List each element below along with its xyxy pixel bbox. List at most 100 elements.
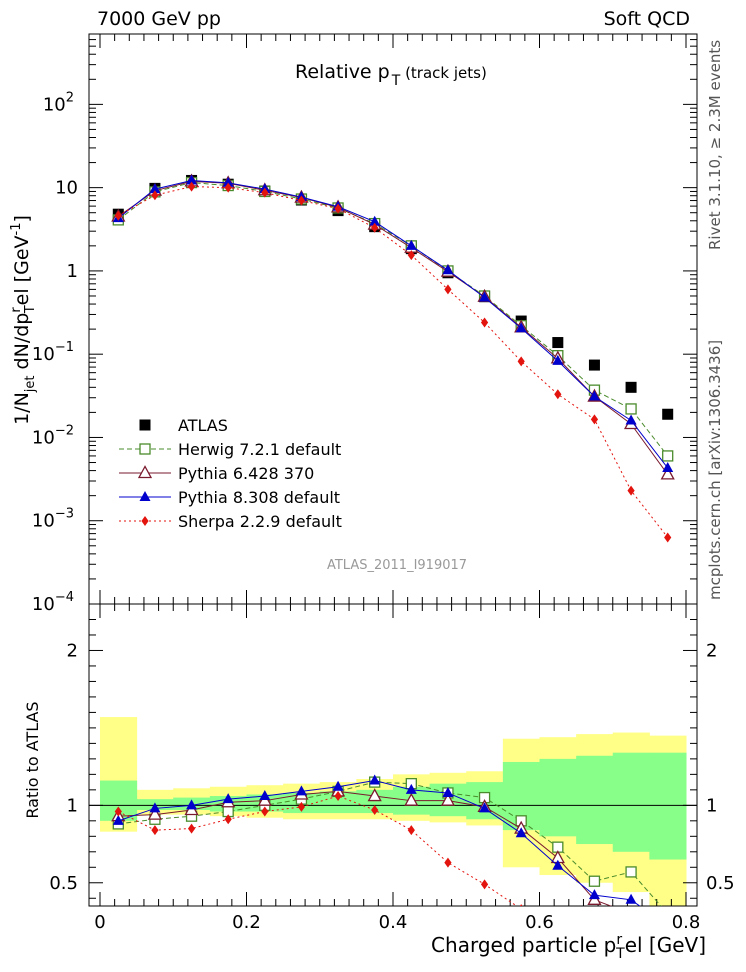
ratio-point — [591, 921, 598, 931]
ratio-y-tick-label-right: 0.5 — [706, 873, 735, 894]
data-point — [552, 337, 564, 349]
mcplots-label: mcplots.cern.ch [arXiv:1306.3436] — [706, 340, 724, 600]
data-point — [515, 322, 527, 333]
ratio-point — [186, 799, 198, 810]
ratio-point — [149, 802, 161, 813]
ratio-line — [118, 790, 613, 906]
main-y-tick-label: 10−2 — [32, 423, 74, 448]
ratio-point — [440, 792, 456, 806]
series-pythia-8-308-default — [112, 174, 674, 472]
ratio-y-tick-label: 2 — [67, 640, 78, 661]
main-y-tick-label: 10−4 — [32, 590, 74, 615]
data-point — [261, 187, 269, 198]
x-axis-title: Charged particle pr Tel [GeV] — [431, 932, 706, 962]
ratio-point — [444, 857, 452, 868]
ratio-line — [118, 795, 518, 906]
data-point — [371, 222, 379, 233]
legend-marker — [139, 491, 151, 501]
rivet-label: Rivet 3.1.10, ≥ 2.3M events — [706, 40, 724, 250]
main-y-tick-label: 10 — [55, 178, 78, 199]
data-point — [334, 203, 342, 214]
ratio-point — [332, 780, 344, 791]
ratio-y-tick-label: 0.5 — [49, 873, 78, 894]
ratio-point — [631, 905, 632, 906]
ratio-point — [405, 783, 417, 794]
x-tick-label: 0 — [94, 912, 105, 933]
main-y-tick-label: 102 — [43, 90, 74, 115]
data-point — [222, 176, 234, 187]
data-point — [517, 356, 525, 367]
ratio-point — [588, 889, 600, 900]
ratio-point — [187, 823, 196, 834]
series-line — [117, 179, 669, 469]
ratio-point — [151, 825, 159, 836]
data-point — [149, 183, 161, 194]
data-point — [480, 317, 489, 328]
ratio-point — [515, 827, 527, 838]
legend-label: ATLAS — [178, 416, 228, 435]
band_inner-bin — [539, 758, 577, 837]
series-atlas — [112, 174, 674, 420]
data-point — [627, 485, 635, 496]
legend-label: Sherpa 2.2.9 default — [178, 512, 342, 531]
ratio-panel: 0.5 0.5 1 1 2 2 0 0.2 0.4 0.6 0.8 — [49, 603, 735, 933]
legend-marker — [137, 465, 153, 479]
band_inner-bin — [319, 791, 357, 814]
ratio-point — [295, 785, 307, 796]
data-point — [664, 532, 672, 543]
band_inner-bin — [612, 752, 650, 852]
data-point — [662, 461, 674, 472]
ratio-y-tick-label-right: 2 — [706, 640, 717, 661]
data-point — [588, 359, 600, 371]
ratio-point — [259, 790, 271, 801]
series-sherpa-2-2-9-default — [114, 181, 672, 543]
header-left: 7000 GeV pp — [97, 8, 221, 30]
legend-label: Herwig 7.2.1 default — [178, 440, 341, 459]
data-point — [552, 354, 564, 365]
ratio-series-sherpa-2-2-9-default — [114, 791, 598, 931]
ratio-point — [404, 792, 419, 806]
ratio-bands — [99, 717, 687, 906]
legend-marker — [141, 516, 149, 526]
ratio-point — [442, 786, 454, 797]
band_inner-bin — [576, 755, 614, 845]
ratio-y-axis-title: Ratio to ATLAS — [23, 701, 42, 818]
header-right: Soft QCD — [604, 8, 690, 30]
data-point — [588, 390, 600, 401]
main-panel: 10−4 10−3 10−2 10−1 1 10 102 ATLAS Herwig 7.2.1 … — [32, 33, 698, 615]
data-point — [224, 182, 232, 193]
data-point — [442, 264, 454, 275]
band_inner-bin — [356, 789, 394, 814]
data-point — [151, 190, 159, 201]
ratio-point — [112, 814, 124, 825]
x-tick-label: 0.4 — [379, 912, 408, 933]
data-point — [479, 291, 491, 302]
x-tick-label: 0.8 — [672, 912, 701, 933]
main-y-tick-label: 1 — [67, 261, 78, 282]
legend-entry: Pythia 8.308 default — [119, 488, 340, 507]
main-y-axis-title: 1/Njet dN/dprTel [GeV-1] — [9, 215, 38, 425]
ratio-point — [371, 804, 379, 815]
x-tick-label: 0.6 — [525, 912, 554, 933]
ratio-point — [261, 806, 269, 817]
ratio-point — [334, 791, 342, 802]
ratio-point — [479, 802, 491, 813]
ratio-point — [625, 866, 637, 878]
data-point — [662, 408, 674, 420]
ratio-point — [369, 774, 381, 785]
data-point — [590, 414, 599, 425]
data-point — [554, 389, 562, 400]
legend-label: Pythia 6.428 370 — [178, 464, 314, 483]
data-point — [114, 210, 122, 221]
ratio-point — [407, 825, 415, 836]
x-tick-label: 0.2 — [232, 912, 261, 933]
analysis-watermark: ATLAS_2011_I919017 — [327, 558, 467, 573]
legend: ATLAS Herwig 7.2.1 default Pythia 6.428 37… — [119, 416, 342, 531]
ratio-point — [480, 879, 489, 890]
legend-entry: ATLAS — [139, 416, 228, 435]
data-point — [187, 181, 196, 192]
ratio-point — [297, 801, 306, 812]
ratio-y-tick-label: 1 — [67, 795, 78, 816]
